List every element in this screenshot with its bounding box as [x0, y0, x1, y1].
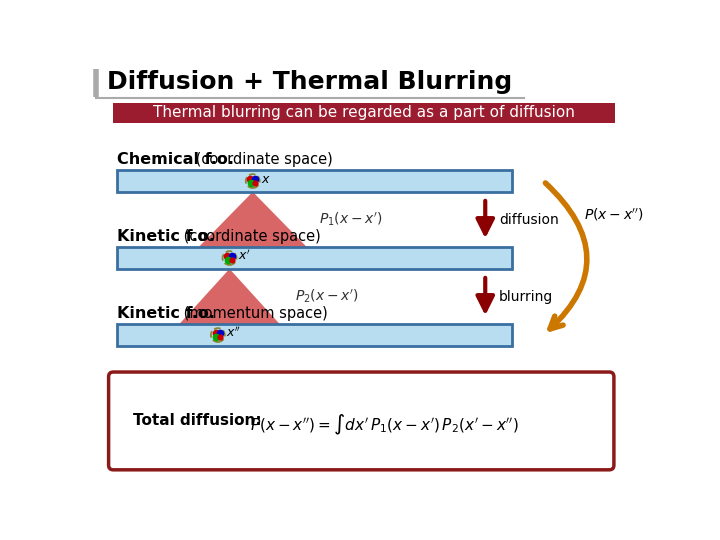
Text: Diffusion + Thermal Blurring: Diffusion + Thermal Blurring	[107, 70, 513, 94]
FancyBboxPatch shape	[117, 247, 513, 269]
Text: Chemical f.o.: Chemical f.o.	[117, 152, 234, 167]
FancyBboxPatch shape	[113, 103, 616, 123]
Text: $P_1(x - x^\prime)$: $P_1(x - x^\prime)$	[319, 211, 382, 228]
Text: $x'$: $x'$	[238, 249, 251, 264]
FancyBboxPatch shape	[117, 170, 513, 192]
Text: Kinetic f.o.: Kinetic f.o.	[117, 229, 215, 244]
Text: $P(x - x^{\prime\prime})$: $P(x - x^{\prime\prime})$	[585, 207, 644, 223]
Text: (momentum space): (momentum space)	[179, 306, 328, 321]
Text: (coordinate space): (coordinate space)	[179, 229, 321, 244]
Text: $x''$: $x''$	[226, 326, 241, 340]
Polygon shape	[179, 269, 280, 325]
FancyBboxPatch shape	[117, 325, 513, 346]
Text: Total diffusion:: Total diffusion:	[132, 413, 261, 428]
Polygon shape	[199, 192, 307, 247]
Text: $x$: $x$	[261, 173, 271, 186]
Text: blurring: blurring	[499, 289, 554, 303]
Text: Kinetic f.o.: Kinetic f.o.	[117, 306, 215, 321]
Text: Thermal blurring can be regarded as a part of diffusion: Thermal blurring can be regarded as a pa…	[153, 105, 575, 120]
Text: $P(x - x^{\prime\prime}) = \int dx^{\prime}\,P_1(x - x^{\prime})\,P_2(x^{\prime}: $P(x - x^{\prime\prime}) = \int dx^{\pri…	[250, 413, 519, 437]
FancyArrowPatch shape	[546, 183, 587, 329]
Text: $P_2(x - x^\prime)$: $P_2(x - x^\prime)$	[295, 288, 359, 306]
Text: (coordinate space): (coordinate space)	[191, 152, 333, 167]
FancyBboxPatch shape	[109, 372, 614, 470]
Text: diffusion: diffusion	[499, 213, 559, 227]
